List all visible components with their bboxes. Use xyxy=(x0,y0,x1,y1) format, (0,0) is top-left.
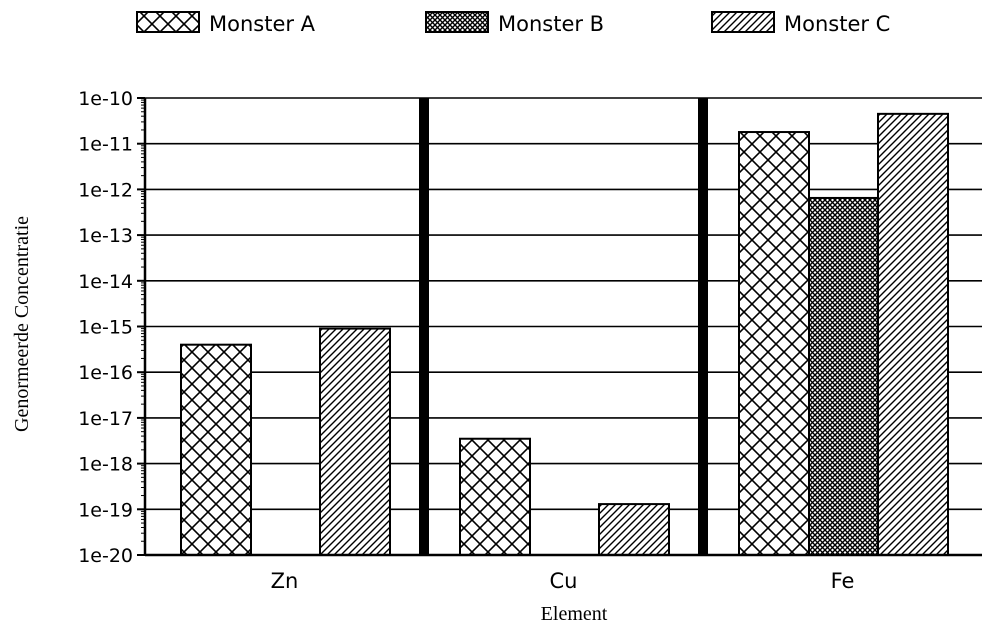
legend-swatch xyxy=(711,11,775,33)
bar-monster-a-zn xyxy=(180,343,252,556)
legend: Monster A Monster B Monster C xyxy=(136,11,890,36)
category-separators xyxy=(419,98,708,555)
y-axis-ticks: 1e-10 1e-11 1e-12 1e-13 1e-14 1e-15 1e-16 1e-17… xyxy=(78,88,145,567)
legend-label: Monster B xyxy=(498,12,604,36)
y-tick-label: 1e-19 xyxy=(78,499,133,521)
y-tick-label: 1e-20 xyxy=(78,545,133,567)
legend-label: Monster A xyxy=(209,12,316,36)
legend-item: Monster C xyxy=(711,11,890,36)
x-category-label: Fe xyxy=(831,569,855,593)
legend-item: Monster A xyxy=(136,11,316,36)
x-axis-title: Element xyxy=(541,603,608,624)
grid xyxy=(145,97,982,556)
bar-monster-a-cu xyxy=(459,437,531,556)
bar-monster-c-cu xyxy=(598,503,670,557)
category-separator xyxy=(698,98,708,555)
y-tick-label: 1e-16 xyxy=(78,362,133,384)
legend-swatch xyxy=(425,11,489,33)
bar-monster-c-fe xyxy=(877,112,949,557)
category-separator xyxy=(419,98,429,555)
y-tick-label: 1e-18 xyxy=(78,454,133,476)
y-tick-label: 1e-11 xyxy=(78,134,133,156)
y-tick-label: 1e-17 xyxy=(78,408,133,430)
legend-label: Monster C xyxy=(784,12,890,36)
x-category-label: Zn xyxy=(271,569,299,593)
y-tick-label: 1e-12 xyxy=(78,179,133,201)
x-axis-categories: Zn Cu Fe xyxy=(271,569,855,593)
bar-monster-b-fe xyxy=(808,196,880,556)
y-tick-label: 1e-13 xyxy=(78,225,133,247)
y-tick-label: 1e-10 xyxy=(78,88,133,110)
bar-monster-a-fe xyxy=(738,131,810,556)
y-tick-label: 1e-14 xyxy=(78,271,133,293)
legend-swatch xyxy=(136,11,200,33)
bars xyxy=(180,112,949,557)
y-axis-title: Genormeerde Concentratie xyxy=(11,216,33,432)
y-tick-label: 1e-15 xyxy=(78,317,133,339)
bar-monster-c-zn xyxy=(319,327,391,557)
legend-item: Monster B xyxy=(425,11,604,36)
x-category-label: Cu xyxy=(550,569,578,593)
